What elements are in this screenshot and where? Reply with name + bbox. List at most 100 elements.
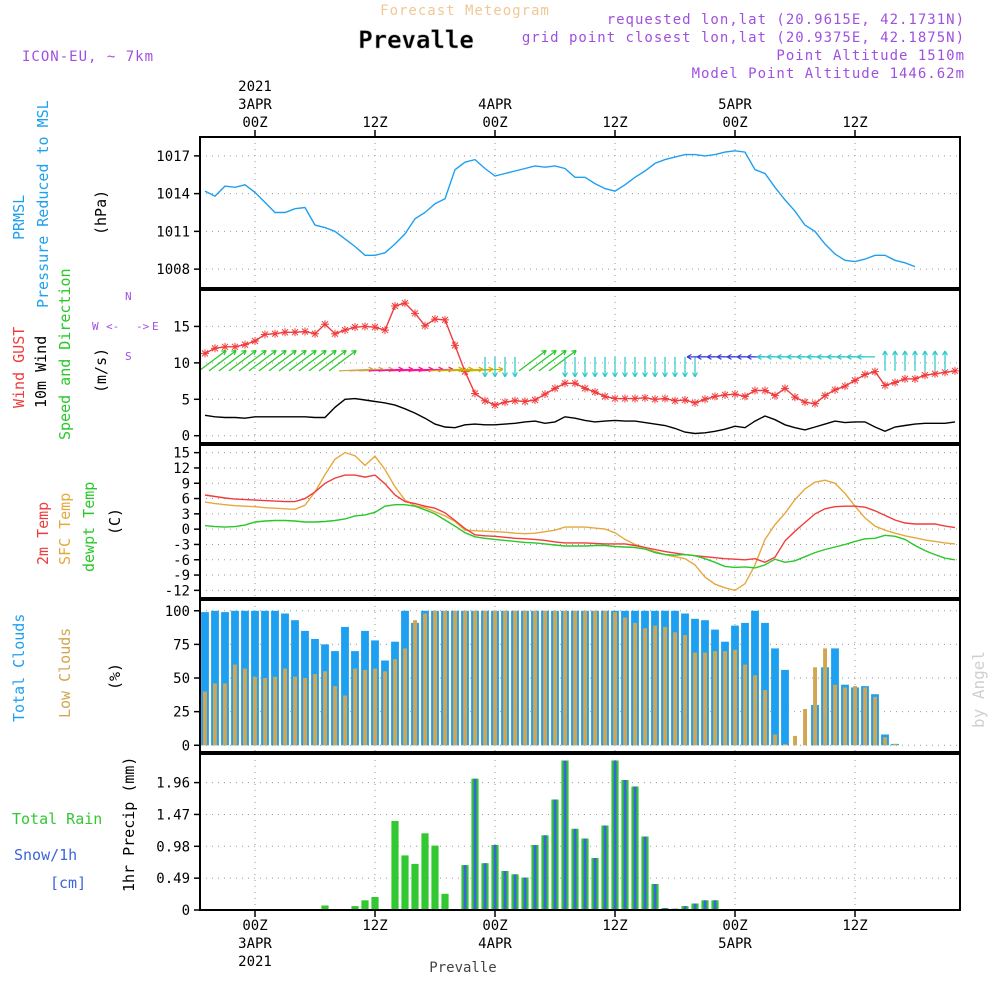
snow-bar	[573, 828, 577, 911]
bottom-time-label: 12Z	[842, 918, 867, 934]
snow-bar	[603, 825, 607, 910]
y-tick-label: 0.98	[156, 839, 190, 855]
gust-marker	[751, 386, 759, 395]
compass-e-arrow: ->	[136, 320, 150, 333]
wind-arrow	[512, 356, 518, 378]
low-cloud-bar	[493, 610, 497, 746]
y-tick-label: 0	[182, 738, 190, 754]
low-cloud-bar	[863, 687, 867, 746]
bottom-time-axis: 00Z 3APR 2021 12Z 00Z 4APR 12Z 00Z 5APR 12Z	[238, 910, 868, 970]
gust-marker	[551, 384, 559, 393]
gust-marker	[581, 384, 589, 393]
y-tick-label: 1017	[156, 149, 190, 165]
rain-bar	[391, 821, 399, 910]
low-cloud-bar	[643, 628, 647, 746]
panel-frame	[199, 136, 961, 289]
bottom-time-label: 12Z	[602, 918, 627, 934]
low-cloud-bar	[693, 652, 697, 746]
gust-marker	[601, 392, 609, 401]
total-rain-label: Total Rain	[12, 810, 102, 828]
low-cloud-bar	[563, 610, 567, 746]
low-cloud-bar	[223, 683, 227, 746]
clouds-panel: 0 25 50 75 100	[165, 599, 961, 754]
y-tick-label: 9	[182, 476, 190, 492]
pressure-panel: 1008 1011 1014 1017	[156, 136, 961, 289]
y-tick-label: 3	[182, 507, 190, 523]
gust-marker	[871, 367, 879, 376]
precip-panel: 0 0.49 0.98 1.47 1.96	[156, 753, 961, 919]
gust-marker	[731, 390, 739, 399]
temp2m-line	[204, 474, 956, 564]
gust-marker	[851, 376, 859, 385]
bottom-time-label: 5APR	[718, 936, 752, 952]
wind-arrow	[502, 356, 508, 378]
temp-unit: (C)	[106, 508, 124, 535]
total-clouds-label: Total Clouds	[10, 614, 28, 722]
low-cloud-bar	[203, 691, 207, 746]
low-cloud-bar	[523, 610, 527, 746]
rain-bar	[321, 905, 329, 910]
gust-marker	[271, 329, 279, 338]
low-cloud-bar	[763, 690, 767, 746]
low-cloud-bar	[433, 610, 437, 746]
compass-icon: W <- -> E N S	[92, 290, 159, 363]
gust-marker	[921, 371, 929, 380]
low-cloud-bar	[793, 735, 797, 746]
y-tick-label: 1.96	[156, 776, 190, 792]
snow-bar	[643, 836, 647, 910]
gust-marker	[881, 381, 889, 390]
gust-marker	[441, 315, 449, 324]
bottom-time-label: 12Z	[362, 918, 387, 934]
low-cloud-bar	[473, 610, 477, 746]
bottom-time-label: 3APR	[238, 936, 272, 952]
snow-bar	[503, 871, 507, 910]
model-altitude: Model Point Altitude 1446.62m	[692, 66, 965, 82]
snow-bar	[463, 865, 467, 910]
bottom-time-label: 2021	[238, 954, 272, 970]
low-cloud-bar	[373, 668, 377, 746]
rain-bar	[361, 900, 369, 911]
low-cloud-bar	[683, 635, 687, 746]
gust-marker	[761, 386, 769, 395]
gust-marker	[241, 340, 249, 349]
low-cloud-bar	[653, 625, 657, 746]
compass-n: N	[125, 290, 132, 303]
low-cloud-bar	[463, 610, 467, 746]
gust-marker	[531, 396, 539, 405]
total-cloud-bar	[771, 648, 779, 746]
gust-marker	[621, 394, 629, 403]
snow-bar	[623, 780, 627, 910]
y-tick-label: 1011	[156, 224, 190, 240]
gust-marker	[331, 329, 339, 338]
wind-arrow	[218, 349, 247, 372]
low-cloud-bar	[893, 743, 897, 746]
credit-watermark: by Angel	[969, 651, 988, 728]
compass-e: E	[152, 320, 159, 333]
low-cloud-bar	[843, 687, 847, 746]
gust-marker	[771, 391, 779, 400]
low-cloud-bar	[313, 674, 317, 746]
y-tick-label: -3	[173, 537, 190, 553]
gust-marker	[231, 342, 239, 351]
snow-bar	[513, 874, 517, 911]
low-cloud-bar	[253, 676, 257, 746]
low-cloud-bar	[293, 676, 297, 746]
wind-dir-label: Speed and Direction	[56, 268, 74, 440]
gust-marker	[861, 370, 869, 379]
wind-arrow	[912, 350, 918, 371]
gust-marker	[721, 390, 729, 399]
snow-bar	[613, 760, 617, 910]
wind-panel: 0 5 10 15	[173, 289, 961, 445]
low-cloud-bar	[283, 668, 287, 746]
low-cloud-bar	[543, 610, 547, 746]
low-cloud-bar	[873, 696, 877, 746]
gust-marker	[561, 379, 569, 388]
dewpt-label: dewpt Temp	[80, 482, 98, 572]
y-tick-label: -6	[173, 553, 190, 569]
snow-bar	[583, 838, 587, 910]
snow-bar	[533, 845, 537, 910]
model-name: ICON-EU, ~ 7km	[22, 49, 154, 65]
snow-bar	[633, 786, 637, 910]
top-time-label: 2021	[238, 79, 272, 95]
wind-arrow	[592, 356, 598, 378]
